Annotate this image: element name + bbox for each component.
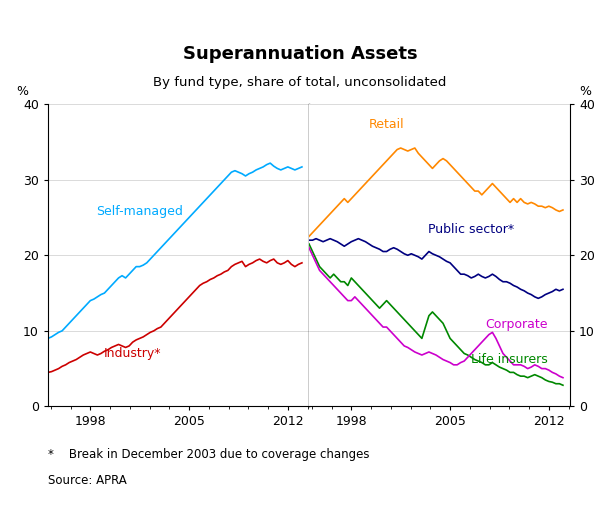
Text: Public sector*: Public sector* <box>428 224 514 237</box>
Text: *    Break in December 2003 due to coverage changes: * Break in December 2003 due to coverage… <box>48 448 370 461</box>
Text: Source: APRA: Source: APRA <box>48 474 127 487</box>
Text: Retail: Retail <box>369 118 404 131</box>
Text: By fund type, share of total, unconsolidated: By fund type, share of total, unconsolid… <box>154 76 446 89</box>
Text: %: % <box>17 85 29 98</box>
Text: %: % <box>579 85 591 98</box>
Text: Industry*: Industry* <box>104 346 161 359</box>
Text: Life insurers: Life insurers <box>471 353 548 366</box>
Text: Corporate: Corporate <box>485 318 548 331</box>
Text: Superannuation Assets: Superannuation Assets <box>182 44 418 63</box>
Text: Self-managed: Self-managed <box>96 205 183 218</box>
